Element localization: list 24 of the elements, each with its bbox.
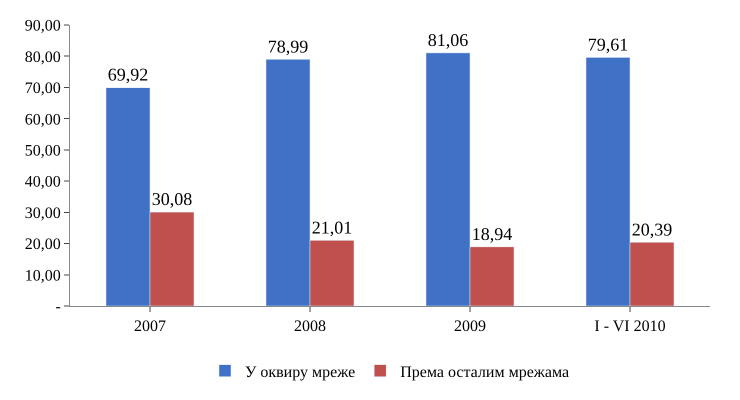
x-tick-label: 2008 [294, 318, 326, 336]
x-tick-label: 2009 [454, 318, 486, 336]
y-tick-label: 20,00 [24, 236, 61, 254]
data-label: 78,99 [268, 36, 308, 56]
y-tick-label: 30,00 [24, 204, 61, 222]
data-label: 81,06 [428, 30, 468, 50]
y-tick-label: 70,00 [24, 80, 61, 98]
y-tick-label: 80,00 [24, 48, 61, 66]
y-tick-label: 10,00 [24, 267, 61, 284]
data-label: 30,08 [152, 189, 192, 210]
x-tick-label: I - VI 2010 [594, 318, 666, 336]
data-label: 21,01 [312, 217, 352, 238]
data-label: 69,92 [108, 64, 148, 85]
data-label: 18,94 [472, 224, 512, 244]
y-tick-label: 60,00 [24, 111, 61, 128]
data-label: 79,61 [588, 34, 628, 54]
data-label: 20,39 [632, 219, 672, 240]
x-tick-label: 2007 [134, 318, 166, 336]
y-tick-label: 40,00 [24, 174, 61, 191]
y-tick-label: - [55, 298, 61, 316]
legend-label: У оквиру мреже [245, 364, 356, 381]
y-tick-label: 90,00 [24, 18, 61, 35]
y-tick-label: 50,00 [24, 142, 61, 160]
legend-label: Према осталим мрежама [400, 364, 570, 381]
